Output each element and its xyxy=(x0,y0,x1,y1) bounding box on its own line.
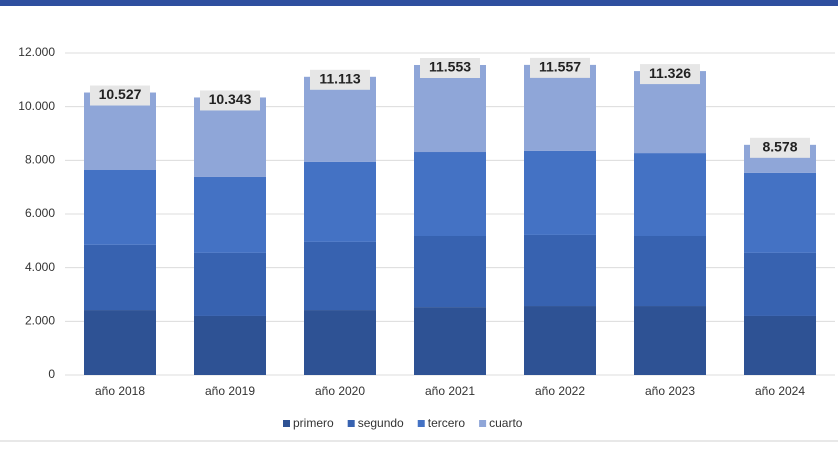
y-tick-label: 0 xyxy=(48,367,55,381)
bar-segment xyxy=(194,315,266,375)
x-tick-label: año 2024 xyxy=(755,384,805,398)
total-label: 11.553 xyxy=(429,59,471,75)
x-tick-label: año 2021 xyxy=(425,384,475,398)
total-label-bg xyxy=(90,85,150,106)
bar-segment xyxy=(84,169,156,245)
y-tick-label: 10.000 xyxy=(18,99,55,113)
y-tick-label: 6.000 xyxy=(25,206,55,220)
legend-label: cuarto xyxy=(489,416,523,430)
legend-label: tercero xyxy=(428,416,466,430)
bar-segment xyxy=(524,234,596,307)
bar-segment xyxy=(194,252,266,316)
bar-segment xyxy=(304,241,376,311)
bar-segment xyxy=(304,310,376,375)
total-label-bg xyxy=(640,64,700,85)
bar-segment xyxy=(524,306,596,375)
total-label: 11.113 xyxy=(319,71,360,87)
bar-segment xyxy=(744,315,816,375)
bar-segment xyxy=(634,71,706,154)
bar-segment xyxy=(194,97,266,177)
x-tick-label: año 2023 xyxy=(645,384,695,398)
total-label-bg xyxy=(750,137,810,158)
bar-segment xyxy=(304,161,376,242)
bar-segment xyxy=(634,236,706,307)
bar-segment xyxy=(84,310,156,375)
bar-segment xyxy=(304,76,376,162)
x-tick-label: año 2018 xyxy=(95,384,145,398)
x-tick-label: año 2020 xyxy=(315,384,365,398)
legend-swatch xyxy=(417,420,425,427)
total-label: 10.527 xyxy=(99,86,142,102)
bar-segment xyxy=(744,252,816,316)
bar-segment xyxy=(524,64,596,151)
total-label-bg xyxy=(200,90,260,111)
total-label-bg xyxy=(310,69,370,90)
bar-segment xyxy=(194,176,266,253)
bar-segment xyxy=(524,150,596,235)
bar-segment xyxy=(414,236,486,308)
legend-swatch xyxy=(283,420,290,427)
x-tick-label: año 2019 xyxy=(205,384,255,398)
legend-swatch xyxy=(347,420,355,427)
bar-segment xyxy=(744,172,816,253)
total-label-bg xyxy=(530,57,590,78)
bar-segment xyxy=(634,306,706,375)
total-label: 8.578 xyxy=(762,139,797,155)
top-band xyxy=(0,0,838,6)
legend-swatch xyxy=(479,420,487,427)
legend-label: segundo xyxy=(358,416,404,430)
legend-label: primero xyxy=(293,416,334,430)
total-label: 11.557 xyxy=(539,59,581,75)
y-tick-label: 4.000 xyxy=(25,260,55,274)
y-tick-label: 8.000 xyxy=(25,153,55,167)
bar-segment xyxy=(414,307,486,375)
bar-segment xyxy=(84,244,156,311)
total-label: 11.326 xyxy=(649,65,691,81)
y-tick-label: 12.000 xyxy=(18,45,55,59)
bar-segment xyxy=(634,153,706,237)
y-tick-label: 2.000 xyxy=(25,314,55,328)
total-label-bg xyxy=(420,57,480,78)
total-label: 10.343 xyxy=(209,91,252,107)
x-tick-label: año 2022 xyxy=(535,384,585,398)
bar-segment xyxy=(414,152,486,237)
bar-segment xyxy=(414,64,486,153)
